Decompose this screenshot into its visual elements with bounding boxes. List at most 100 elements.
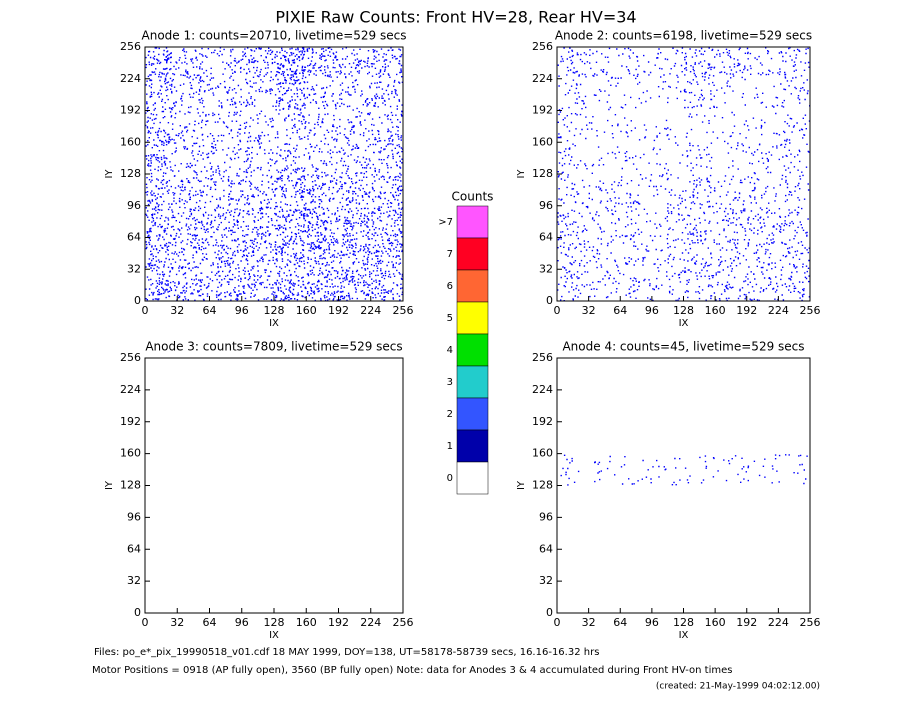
count-cell: [307, 143, 338, 174]
x-tick-label: 96: [235, 304, 249, 317]
count-cell: [306, 47, 339, 78]
y-tick-label: 32: [539, 574, 553, 587]
count-cell: [653, 119, 676, 142]
colorbar-label: 1: [447, 441, 453, 452]
count-cell: [242, 206, 274, 238]
panel-title: Anode 1: counts=20710, livetime=529 secs: [142, 29, 407, 43]
count-cell: [145, 205, 178, 238]
y-tick-label: 192: [120, 104, 141, 117]
plot-frame: [144, 357, 404, 614]
x-tick-label: 64: [613, 304, 627, 317]
y-tick-label: 128: [532, 167, 553, 180]
count-cell: [716, 111, 747, 143]
colorbar-swatch: [456, 461, 489, 495]
y-tick-label: 64: [539, 542, 553, 555]
count-cell: [177, 269, 210, 301]
x-tick-label: 160: [296, 304, 317, 317]
count-cell: [179, 78, 210, 110]
count-cell: [370, 269, 404, 301]
y-tick-label: 32: [127, 262, 141, 275]
y-tick-label: 224: [120, 72, 141, 85]
count-cell: [654, 47, 684, 78]
count-cell: [652, 270, 684, 302]
y-axis-label: IY: [104, 169, 115, 179]
panel-title: Anode 4: counts=45, livetime=529 secs: [562, 340, 804, 354]
count-cell: [686, 142, 713, 172]
count-cell: [145, 78, 178, 111]
panel-title: Anode 2: counts=6198, livetime=529 secs: [555, 29, 812, 43]
colorbar-label: 6: [447, 281, 453, 292]
count-cell: [145, 237, 178, 270]
y-tick-label: 32: [127, 574, 141, 587]
count-cell: [371, 206, 404, 238]
y-tick-label: 64: [127, 231, 141, 244]
count-cell: [209, 110, 242, 143]
y-tick-label: 192: [532, 104, 553, 117]
count-cell: [242, 269, 275, 301]
colorbar-swatch: [456, 301, 489, 335]
y-tick-label: 32: [539, 262, 553, 275]
colorbar-swatch: [456, 365, 489, 399]
count-cell: [684, 47, 716, 79]
count-cell: [591, 146, 620, 174]
count-cell: [274, 175, 307, 207]
count-cell: [241, 47, 274, 78]
count-cell: [274, 78, 306, 111]
x-tick-label: 128: [673, 304, 694, 317]
count-cell: [339, 238, 371, 270]
footer-line: Motor Positions = 0918 (AP fully open), …: [92, 665, 732, 676]
count-cell: [653, 174, 684, 206]
x-tick-label: 192: [736, 616, 757, 629]
x-tick-label: 128: [264, 304, 285, 317]
y-tick-label: 0: [134, 294, 141, 307]
colorbar-swatch: [456, 333, 489, 367]
count-cell: [370, 47, 403, 78]
count-cell: [780, 79, 811, 108]
count-cell: [747, 454, 778, 484]
count-cell: [557, 237, 589, 269]
count-cell: [684, 269, 716, 301]
count-cell: [371, 174, 404, 206]
count-cell: [620, 174, 653, 205]
x-tick-label: 224: [768, 304, 789, 317]
x-tick-label: 192: [736, 304, 757, 317]
count-cell: [338, 47, 370, 79]
count-cell: [557, 174, 585, 205]
count-cell: [338, 205, 371, 238]
plot-frame: [556, 357, 811, 614]
count-cell: [306, 174, 339, 205]
count-cell: [177, 174, 210, 205]
y-tick-label: 256: [120, 40, 141, 53]
count-cell: [589, 47, 620, 79]
count-cell: [243, 78, 274, 107]
x-tick-label: 160: [705, 616, 726, 629]
x-tick-label: 160: [705, 304, 726, 317]
y-tick-label: 256: [532, 351, 553, 364]
count-cell: [560, 454, 580, 486]
count-cell: [209, 269, 242, 302]
count-cell: [209, 174, 242, 206]
y-tick-label: 160: [120, 447, 141, 460]
x-tick-label: 96: [645, 304, 659, 317]
count-cell: [306, 205, 339, 238]
count-cell: [243, 110, 274, 143]
count-cell: [588, 180, 620, 205]
x-tick-label: 128: [264, 616, 285, 629]
y-tick-label: 128: [120, 479, 141, 492]
count-cell: [778, 114, 811, 142]
count-cell: [177, 237, 210, 270]
x-axis-label: IX: [269, 318, 279, 329]
y-tick-label: 64: [127, 542, 141, 555]
count-cell: [371, 110, 404, 143]
count-cell: [306, 269, 339, 302]
count-cell: [657, 81, 682, 104]
count-cell: [339, 79, 371, 111]
count-cell: [684, 455, 715, 484]
count-cell: [593, 80, 619, 111]
count-cell: [558, 79, 587, 111]
count-cell: [746, 269, 779, 302]
count-cell: [778, 206, 809, 237]
count-cell: [274, 47, 307, 80]
x-tick-label: 256: [800, 616, 821, 629]
y-tick-label: 192: [532, 415, 553, 428]
